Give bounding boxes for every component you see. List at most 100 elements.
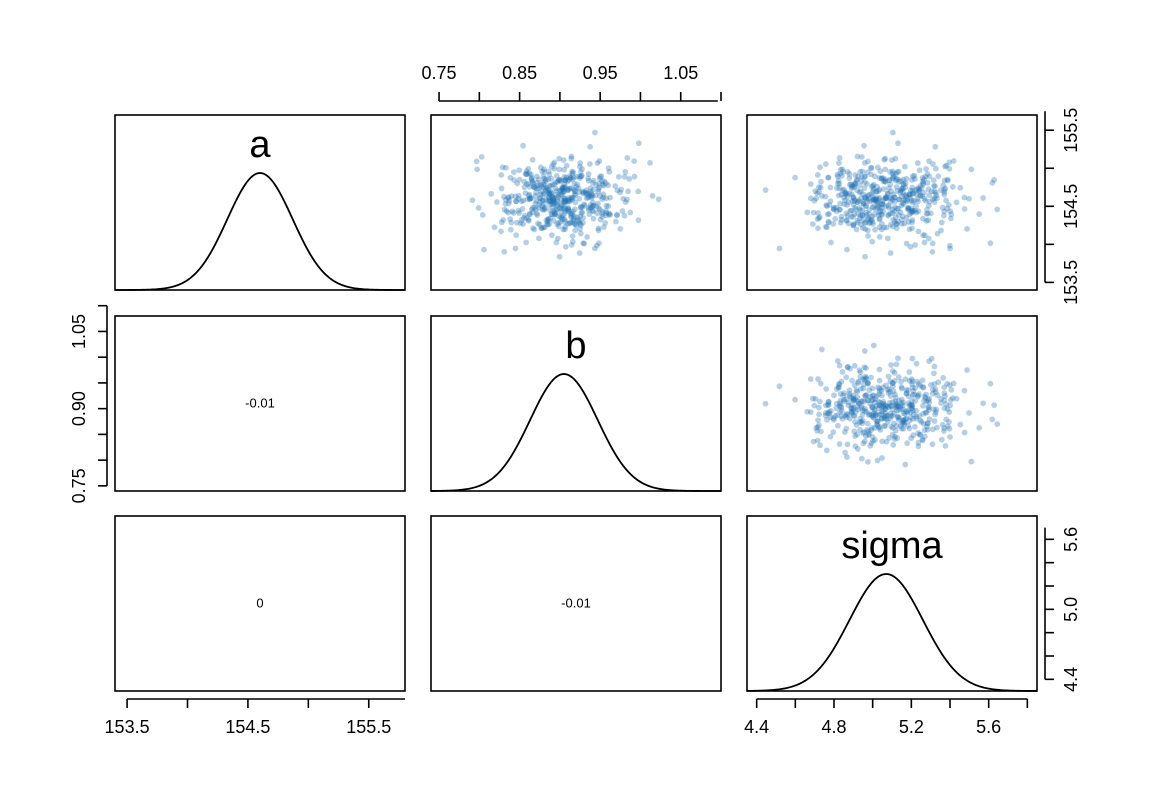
scatter-point bbox=[938, 219, 945, 226]
scatter-point bbox=[900, 406, 906, 413]
scatter-point bbox=[892, 214, 899, 221]
scatter-point bbox=[923, 409, 930, 416]
scatter-point bbox=[534, 179, 541, 186]
scatter-point bbox=[541, 191, 548, 198]
scatter-point bbox=[874, 199, 881, 205]
scatter-point bbox=[883, 403, 890, 409]
scatter-point bbox=[855, 197, 862, 204]
scatter-point bbox=[887, 210, 894, 217]
scatter-point bbox=[909, 402, 915, 409]
scatter-point bbox=[976, 211, 983, 217]
scatter-point bbox=[554, 221, 561, 227]
scatter-point bbox=[852, 396, 859, 403]
scatter-point bbox=[811, 197, 818, 204]
scatter-point bbox=[928, 188, 935, 195]
scatter-point bbox=[884, 386, 891, 393]
sigma-y-axis-tick-label: 5.0 bbox=[1061, 597, 1081, 622]
scatter-point bbox=[562, 218, 569, 225]
scatter-point bbox=[850, 395, 857, 402]
scatter-point bbox=[537, 181, 544, 188]
scatter-point bbox=[572, 192, 579, 199]
scatter-point bbox=[503, 208, 510, 215]
scatter-point bbox=[836, 441, 843, 447]
scatter-point bbox=[577, 226, 584, 232]
scatter-point bbox=[600, 224, 607, 231]
scatter-point bbox=[891, 410, 898, 417]
scatter-point bbox=[561, 195, 568, 202]
scatter-point bbox=[851, 182, 858, 189]
scatter-point bbox=[845, 399, 852, 406]
scatter-point bbox=[512, 245, 519, 252]
scatter-point bbox=[548, 211, 555, 218]
panel-frame-sigma-b bbox=[430, 515, 722, 692]
scatter-point bbox=[922, 394, 929, 401]
scatter-point bbox=[520, 197, 527, 204]
scatter-point bbox=[923, 217, 930, 224]
scatter-point bbox=[590, 208, 597, 215]
scatter-point bbox=[851, 211, 858, 217]
scatter-point bbox=[833, 400, 840, 407]
scatter-point bbox=[874, 418, 881, 425]
scatter-point bbox=[837, 397, 844, 404]
scatter-point bbox=[861, 438, 868, 445]
scatter-point bbox=[557, 213, 564, 220]
scatter-point bbox=[898, 193, 905, 200]
scatter-point bbox=[828, 408, 834, 414]
scatter-point bbox=[501, 193, 507, 200]
scatter-point bbox=[536, 221, 543, 228]
scatter-point bbox=[883, 195, 890, 201]
scatter-point bbox=[931, 363, 938, 370]
scatter-point bbox=[569, 196, 576, 203]
scatter-point bbox=[896, 196, 902, 203]
panel-frame-b-b bbox=[430, 315, 722, 492]
scatter-point bbox=[568, 212, 574, 219]
scatter-point bbox=[569, 238, 576, 245]
scatter-point bbox=[809, 221, 816, 228]
scatter-point bbox=[550, 196, 556, 202]
scatter-point bbox=[885, 389, 892, 396]
scatter-point bbox=[553, 239, 560, 246]
scatter-point bbox=[498, 172, 505, 178]
scatter-point bbox=[865, 191, 872, 198]
scatter-point bbox=[635, 217, 642, 224]
scatter-point bbox=[569, 211, 576, 217]
scatter-point bbox=[909, 190, 916, 197]
scatter-point bbox=[524, 170, 530, 177]
scatter-point bbox=[903, 240, 910, 247]
scatter-point bbox=[520, 142, 526, 149]
scatter-point bbox=[849, 182, 855, 189]
scatter-point bbox=[899, 417, 906, 424]
scatter-point bbox=[622, 168, 629, 175]
scatter-point bbox=[881, 156, 888, 163]
scatter-point bbox=[541, 224, 548, 231]
scatter-point bbox=[828, 239, 834, 246]
scatter-point bbox=[921, 427, 928, 434]
scatter-point bbox=[860, 430, 866, 436]
scatter-point bbox=[913, 360, 920, 367]
scatter-point bbox=[989, 179, 996, 186]
scatter-point bbox=[566, 173, 573, 180]
scatter-point bbox=[546, 182, 553, 189]
scatter-point bbox=[895, 403, 902, 410]
scatter-point bbox=[567, 196, 573, 203]
scatter-point bbox=[561, 188, 568, 195]
scatter-point bbox=[862, 219, 869, 226]
scatter-point bbox=[869, 434, 876, 440]
scatter-point bbox=[545, 216, 551, 223]
scatter-point bbox=[873, 188, 880, 195]
scatter-point bbox=[577, 173, 583, 180]
scatter-point bbox=[562, 183, 569, 190]
scatter-point bbox=[575, 185, 582, 192]
scatter-point bbox=[579, 209, 586, 216]
scatter-point bbox=[541, 175, 548, 182]
scatter-point bbox=[539, 203, 546, 209]
scatter-point bbox=[869, 204, 876, 211]
scatter-point bbox=[910, 207, 917, 214]
scatter-point bbox=[555, 192, 562, 199]
scatter-point bbox=[923, 391, 929, 398]
scatter-point bbox=[860, 440, 867, 447]
scatter-point bbox=[948, 211, 955, 218]
scatter-point bbox=[603, 180, 609, 187]
scatter-point bbox=[536, 185, 542, 192]
scatter-point bbox=[880, 400, 887, 407]
